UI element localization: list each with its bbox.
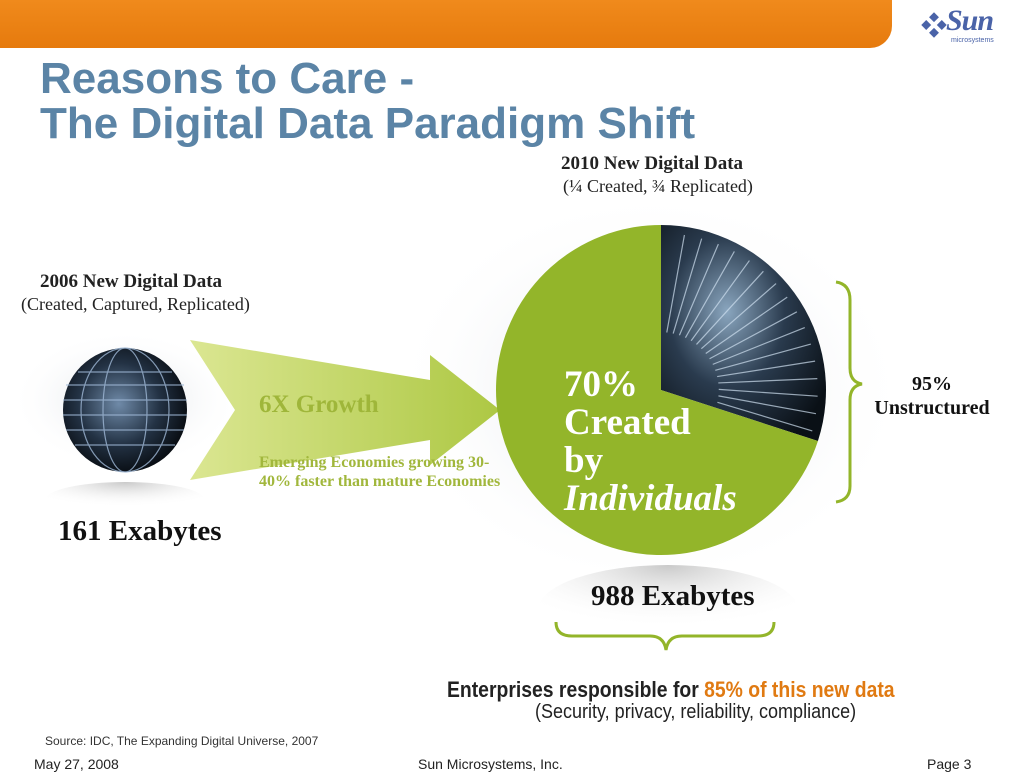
enterprise-brace (554, 621, 776, 651)
pie-label-by: by (564, 440, 604, 481)
growth-label: 6X Growth (259, 391, 379, 418)
source-note: Source: IDC, The Expanding Digital Unive… (45, 734, 319, 748)
pie-streak (709, 311, 798, 360)
sun-logo: Sun (946, 4, 994, 37)
pie-streak (666, 234, 686, 333)
enterprise-statement: Enterprises responsible for 85% of this … (447, 677, 895, 703)
footer-company: Sun Microsystems, Inc. (418, 756, 563, 772)
enterprise-sub: (Security, privacy, reliability, complia… (535, 701, 857, 723)
title-line-2: The Digital Data Paradigm Shift (40, 99, 696, 148)
pie-streak (684, 251, 735, 338)
pie-streak (712, 326, 805, 365)
header-bar (0, 0, 892, 48)
unstructured-pct: 95% (912, 373, 952, 395)
left-heading: 2006 New Digital Data (40, 271, 223, 292)
growth-note: Emerging Economies growing 30-40% faster… (259, 454, 501, 490)
enterprise-prefix: Enterprises responsible for (447, 677, 705, 702)
pie-label-created: Created (564, 402, 691, 443)
left-amount: 161 Exabytes (58, 515, 222, 547)
small-globe (63, 347, 187, 473)
unstructured-brace (835, 280, 863, 504)
right-amount: 988 Exabytes (591, 580, 755, 612)
small-globe-shadow (45, 482, 205, 518)
footer-page: Page 3 (927, 756, 972, 772)
left-subheading: (Created, Captured, Replicated) (21, 294, 250, 314)
pie-streak (672, 238, 703, 334)
sun-logo-icon (921, 12, 947, 38)
enterprise-highlight: 85% of this new data (704, 677, 895, 702)
right-heading: 2010 New Digital Data (561, 153, 744, 174)
unstructured-label: 95% Unstructured (866, 372, 998, 420)
pie-streak (690, 260, 750, 342)
sun-logo-sub: microsystems (951, 37, 994, 44)
pie-streak (700, 283, 777, 350)
pie-label-pct: 70% (564, 364, 638, 405)
pie-streak (705, 296, 788, 354)
pie-streak (678, 243, 719, 336)
title-line-1: Reasons to Care - (40, 54, 415, 103)
pie-label: 70% Created by Individuals (564, 366, 737, 518)
pie-streak (696, 270, 764, 345)
unstructured-text: Unstructured (874, 397, 990, 419)
pie-label-individuals: Individuals (564, 478, 737, 519)
right-subheading: (¼ Created, ¾ Replicated) (563, 176, 753, 196)
small-haze (10, 330, 240, 470)
footer-date: May 27, 2008 (34, 756, 119, 772)
